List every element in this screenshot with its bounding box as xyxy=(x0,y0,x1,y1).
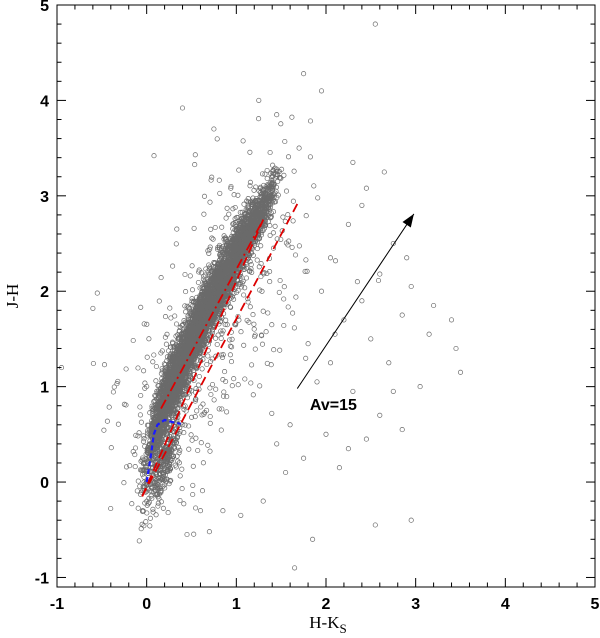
data-point xyxy=(140,438,147,444)
data-point xyxy=(150,413,156,419)
data-point xyxy=(157,415,163,421)
data-point xyxy=(165,405,171,411)
data-point xyxy=(206,250,212,256)
data-point xyxy=(149,405,155,411)
data-point xyxy=(158,430,164,436)
data-point xyxy=(137,483,143,489)
data-point xyxy=(142,443,148,449)
data-point xyxy=(170,340,176,346)
data-point xyxy=(159,365,165,372)
data-point xyxy=(161,426,167,432)
scatter-points xyxy=(58,21,464,571)
data-point xyxy=(134,488,140,494)
data-point xyxy=(164,358,170,364)
data-point xyxy=(282,138,288,145)
data-point xyxy=(141,436,147,442)
data-point xyxy=(152,414,158,420)
data-point xyxy=(202,272,208,278)
data-point xyxy=(144,422,151,428)
data-point xyxy=(145,428,151,434)
data-point xyxy=(132,452,138,458)
data-point xyxy=(173,321,180,327)
data-point xyxy=(161,429,167,435)
data-point xyxy=(163,341,169,347)
data-point xyxy=(145,430,151,436)
data-point xyxy=(141,457,147,463)
data-point xyxy=(182,303,188,309)
data-point xyxy=(155,410,161,416)
data-point xyxy=(264,175,270,182)
data-point xyxy=(267,149,273,156)
data-point xyxy=(154,435,160,441)
data-point xyxy=(241,201,247,207)
data-point xyxy=(152,449,158,455)
data-point xyxy=(135,478,141,484)
data-point xyxy=(132,464,138,470)
data-point xyxy=(164,331,170,337)
data-point xyxy=(167,369,173,375)
data-point xyxy=(129,501,135,507)
data-point xyxy=(189,287,196,293)
data-point xyxy=(164,388,170,395)
data-point xyxy=(183,309,189,315)
data-point xyxy=(219,224,225,230)
data-point xyxy=(141,467,147,473)
data-point xyxy=(135,505,141,511)
data-point xyxy=(185,304,191,310)
data-point xyxy=(195,279,201,286)
data-point xyxy=(164,384,170,390)
data-point xyxy=(141,479,147,485)
data-point xyxy=(164,387,170,393)
data-point xyxy=(140,433,147,439)
